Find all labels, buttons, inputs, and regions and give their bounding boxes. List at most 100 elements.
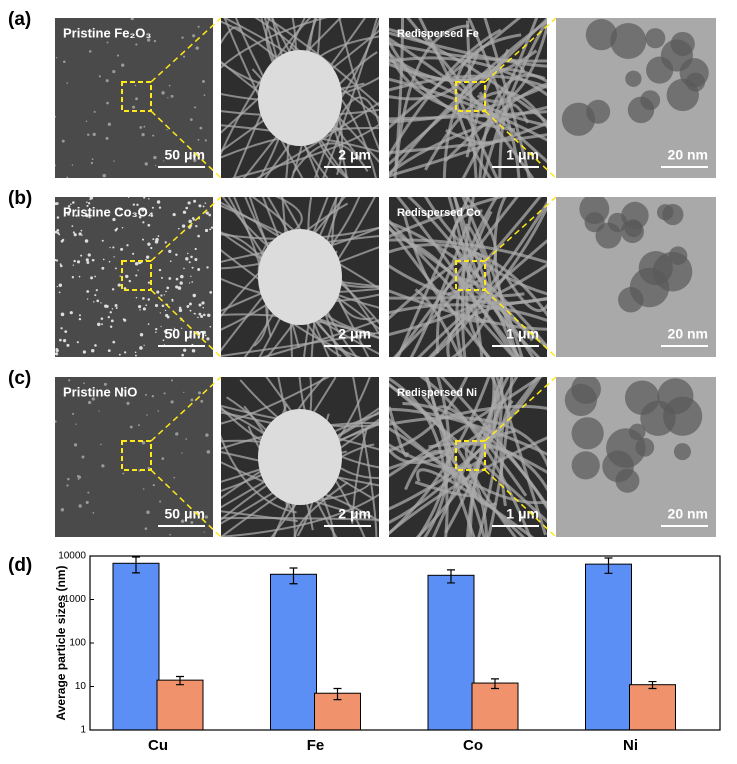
speck — [60, 312, 65, 317]
y-tick-label: 10000 — [58, 551, 86, 562]
speck — [147, 223, 151, 227]
speck — [170, 94, 174, 98]
error-bar — [648, 680, 657, 690]
scale-label: 50 μm — [165, 147, 205, 163]
speck — [85, 500, 89, 504]
zoom-line — [484, 469, 557, 538]
fiber — [425, 377, 476, 537]
speck — [142, 488, 145, 490]
fiber — [495, 377, 547, 536]
fiber — [292, 142, 369, 174]
speck — [75, 214, 78, 217]
speck — [144, 162, 148, 166]
speck — [194, 106, 197, 109]
speck — [55, 164, 56, 167]
speck — [116, 54, 120, 57]
particle — [258, 50, 342, 146]
speck — [163, 294, 165, 296]
speck — [71, 164, 74, 166]
fiber — [221, 26, 242, 45]
fiber — [389, 197, 506, 239]
particle — [624, 380, 660, 415]
micrograph — [389, 18, 547, 178]
speck — [159, 500, 162, 503]
fiber — [396, 197, 470, 357]
speck — [146, 510, 150, 515]
fiber — [389, 28, 502, 159]
speck — [177, 227, 180, 230]
speck — [190, 275, 192, 277]
speck — [141, 133, 145, 137]
speck — [139, 309, 141, 311]
speck — [203, 94, 206, 96]
speck — [130, 18, 134, 21]
fiber — [389, 48, 499, 120]
speck — [200, 315, 204, 318]
speck — [107, 315, 110, 319]
speck — [188, 219, 192, 224]
speck — [117, 283, 121, 287]
speck — [94, 275, 96, 278]
speck — [207, 313, 211, 318]
speck — [188, 302, 192, 306]
fiber — [221, 510, 298, 522]
speck — [187, 252, 189, 255]
speck — [142, 297, 145, 300]
speck — [93, 301, 95, 303]
speck — [56, 229, 60, 232]
fiber — [389, 224, 490, 357]
particle — [618, 287, 644, 313]
speck — [55, 348, 59, 353]
speck — [191, 348, 196, 353]
speck — [162, 339, 165, 342]
fiber — [493, 197, 520, 357]
particle — [666, 78, 699, 112]
speck — [116, 227, 119, 230]
fiber — [389, 426, 526, 537]
speck — [78, 317, 82, 321]
speck — [193, 312, 196, 315]
speck — [173, 476, 176, 479]
particle — [585, 19, 617, 51]
particle — [610, 22, 647, 59]
micrograph — [221, 18, 379, 178]
particle — [668, 246, 688, 265]
speck — [203, 531, 205, 533]
speck — [94, 294, 97, 297]
speck — [195, 224, 198, 228]
fiber — [389, 436, 547, 536]
speck — [160, 325, 162, 328]
speck — [86, 201, 88, 203]
speck — [202, 306, 205, 309]
speck — [80, 254, 83, 257]
speck — [158, 268, 162, 272]
speck — [112, 217, 116, 222]
speck — [177, 286, 182, 290]
fiber — [266, 197, 376, 357]
speck — [175, 277, 179, 281]
fiber — [389, 31, 547, 68]
speck — [182, 210, 187, 214]
speck — [60, 327, 63, 330]
speck — [190, 521, 194, 524]
speck — [114, 304, 118, 307]
speck — [146, 38, 151, 42]
speck — [114, 267, 117, 270]
scale-label: 2 μm — [338, 147, 371, 163]
speck — [168, 249, 172, 254]
y-tick-label: 100 — [69, 638, 86, 649]
speck — [90, 161, 93, 165]
fiber — [389, 133, 547, 155]
speck — [164, 241, 167, 244]
speck — [77, 478, 80, 480]
speck — [152, 134, 155, 137]
speck — [160, 294, 163, 297]
speck — [69, 311, 73, 315]
speck — [126, 244, 129, 247]
speck — [197, 234, 200, 238]
particle — [625, 70, 642, 87]
speck — [155, 164, 157, 167]
particle — [620, 219, 645, 244]
panel-label: (a) — [8, 9, 31, 30]
